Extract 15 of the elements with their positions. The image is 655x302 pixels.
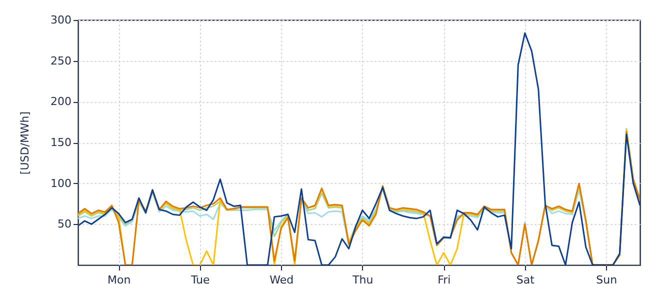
y-tick-label: 100 <box>50 176 72 190</box>
x-tick-label: Wed <box>270 274 294 286</box>
x-tick-label: Thu <box>352 274 374 286</box>
y-tick-label: 250 <box>50 54 72 68</box>
y-tick-label: 50 <box>58 218 72 231</box>
x-tick-label: Mon <box>108 274 131 286</box>
x-tick-label: Fri <box>438 274 451 286</box>
y-tick-label: 200 <box>50 95 72 108</box>
x-tick-label: Tue <box>190 274 210 286</box>
y-tick-label: 150 <box>50 136 72 149</box>
x-tick-label: Sun <box>596 274 618 286</box>
x-tick-label: Sat <box>516 274 536 286</box>
line-series <box>78 32 640 265</box>
y-tick-label: 300 <box>50 14 72 26</box>
y-axis-title: [USD/MWh] <box>18 111 32 175</box>
